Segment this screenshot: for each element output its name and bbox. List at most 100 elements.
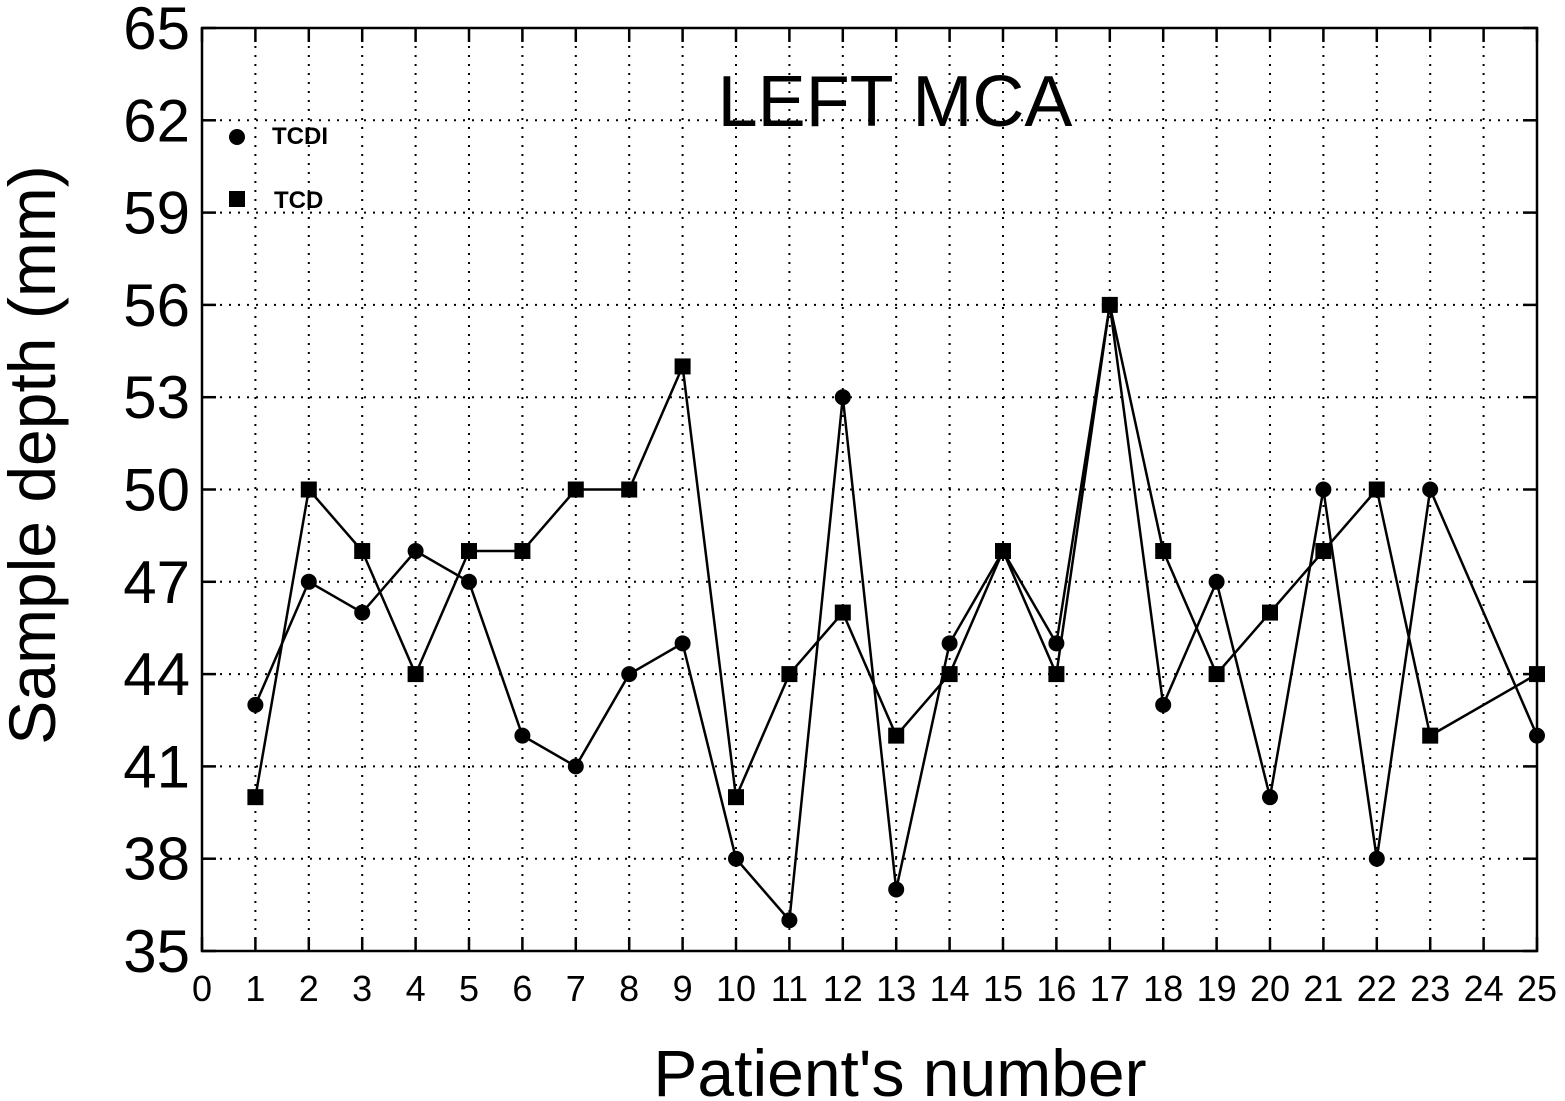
y-tick-label: 47 bbox=[123, 549, 190, 616]
data-point-tcdi bbox=[941, 635, 958, 652]
y-tick-label: 62 bbox=[123, 87, 190, 154]
legend-marker-tcd bbox=[229, 191, 245, 207]
data-point-tcd bbox=[354, 543, 371, 560]
data-point-tcd bbox=[888, 727, 905, 744]
data-point-tcdi bbox=[461, 573, 477, 590]
x-tick-label: 18 bbox=[1143, 968, 1183, 1009]
x-tick-label: 3 bbox=[352, 968, 372, 1009]
x-tick-label: 5 bbox=[459, 968, 479, 1009]
x-tick-label: 24 bbox=[1464, 968, 1504, 1009]
x-tick-label: 16 bbox=[1036, 968, 1076, 1009]
x-tick-label: 4 bbox=[406, 968, 426, 1009]
y-tick-labels: 35 38 41 44 47 50 53 56 59 62 65 bbox=[123, 0, 190, 985]
data-point-tcdi bbox=[1155, 696, 1172, 713]
x-axis-title: Patient's number bbox=[653, 1036, 1146, 1101]
y-tick-label: 59 bbox=[123, 180, 190, 247]
x-tick-label: 8 bbox=[619, 968, 639, 1009]
data-point-tcdi bbox=[300, 573, 317, 590]
data-point-tcdi bbox=[1048, 635, 1065, 652]
data-point-tcd bbox=[1048, 666, 1065, 683]
series-markers bbox=[247, 296, 1545, 929]
data-point-tcdi bbox=[1422, 481, 1439, 498]
x-tick-label: 17 bbox=[1090, 968, 1130, 1009]
y-tick-label: 50 bbox=[123, 457, 190, 524]
y-tick-label: 38 bbox=[123, 826, 190, 893]
data-point-tcd bbox=[674, 358, 691, 375]
data-point-tcdi bbox=[1368, 850, 1385, 867]
x-tick-label: 2 bbox=[299, 968, 319, 1009]
legend: TCDI TCD bbox=[229, 123, 328, 214]
x-tick-label: 12 bbox=[823, 968, 863, 1009]
data-point-tcd bbox=[1262, 604, 1278, 621]
x-tick-label: 21 bbox=[1303, 968, 1343, 1009]
data-point-tcd bbox=[1101, 296, 1118, 313]
x-tick-label: 6 bbox=[512, 968, 532, 1009]
series-line-tcd bbox=[254, 304, 1538, 802]
x-tick-label: 0 bbox=[192, 968, 212, 1009]
data-point-tcd bbox=[781, 666, 798, 683]
x-tick-label: 13 bbox=[876, 968, 916, 1009]
x-tick-label: 20 bbox=[1250, 968, 1290, 1009]
legend-label-tcdi: TCDI bbox=[272, 123, 328, 150]
x-tick-label: 14 bbox=[930, 968, 970, 1009]
data-point-tcd bbox=[728, 789, 744, 806]
x-tick-label: 11 bbox=[771, 968, 808, 1009]
x-tick-labels: 0 1 2 3 4 5 6 7 8 9 10 11 12 13 14 15 16 17 18 19 20 21 22 23 24… bbox=[192, 968, 1557, 1009]
data-point-tcd bbox=[1315, 543, 1332, 560]
data-point-tcd bbox=[407, 666, 424, 683]
data-point-tcd bbox=[247, 789, 264, 806]
data-point-tcd bbox=[514, 543, 531, 560]
x-tick-label: 23 bbox=[1410, 968, 1450, 1009]
data-point-tcdi bbox=[407, 543, 424, 560]
y-axis-title: Sample depth (mm) bbox=[0, 165, 69, 745]
data-point-tcd bbox=[941, 666, 958, 683]
y-tick-label: 56 bbox=[123, 272, 190, 339]
y-tick-label: 65 bbox=[123, 0, 190, 62]
y-tick-label: 53 bbox=[123, 364, 190, 431]
data-point-tcdi bbox=[354, 604, 371, 621]
data-point-tcdi bbox=[674, 635, 691, 652]
x-tick-label: 7 bbox=[566, 968, 586, 1009]
data-point-tcd bbox=[1368, 481, 1385, 498]
data-point-tcdi bbox=[781, 912, 798, 929]
x-tick-label: 15 bbox=[983, 968, 1023, 1009]
tick-layer bbox=[200, 26, 1539, 953]
data-point-tcdi bbox=[247, 696, 264, 713]
y-tick-label: 35 bbox=[123, 918, 190, 985]
data-point-tcd bbox=[995, 543, 1011, 560]
x-tick-label: 25 bbox=[1517, 968, 1557, 1009]
y-tick-label: 44 bbox=[123, 641, 190, 708]
series-line-tcdi bbox=[254, 304, 1539, 924]
data-point-tcd bbox=[461, 543, 477, 560]
x-tick-label: 10 bbox=[716, 968, 756, 1009]
data-point-tcdi bbox=[514, 727, 531, 744]
chart-title: LEFT MCA bbox=[718, 62, 1073, 142]
data-point-tcdi bbox=[1262, 789, 1278, 806]
data-point-tcdi bbox=[567, 758, 584, 775]
x-tick-label: 9 bbox=[673, 968, 693, 1009]
data-point-tcd bbox=[834, 604, 851, 621]
x-tick-label: 1 bbox=[245, 968, 265, 1009]
grid-layer bbox=[202, 28, 1537, 951]
legend-label-tcd: TCD bbox=[274, 187, 323, 214]
data-point-tcd bbox=[1155, 543, 1172, 560]
data-point-tcd bbox=[1208, 666, 1225, 683]
data-point-tcd bbox=[300, 481, 317, 498]
legend-marker-tcdi bbox=[229, 129, 245, 145]
data-point-tcd bbox=[621, 481, 638, 498]
data-point-tcdi bbox=[834, 389, 851, 406]
data-point-tcdi bbox=[1315, 481, 1332, 498]
y-tick-label: 41 bbox=[123, 733, 190, 800]
data-point-tcdi bbox=[621, 666, 638, 683]
data-point-tcdi bbox=[728, 850, 744, 867]
data-point-tcd bbox=[1529, 666, 1545, 683]
data-point-tcd bbox=[1422, 727, 1439, 744]
data-point-tcdi bbox=[1529, 727, 1545, 744]
x-tick-label: 19 bbox=[1197, 968, 1237, 1009]
x-tick-label: 22 bbox=[1357, 968, 1397, 1009]
data-point-tcd bbox=[567, 481, 584, 498]
data-point-tcdi bbox=[888, 881, 905, 898]
series-lines bbox=[254, 304, 1539, 924]
data-point-tcdi bbox=[1208, 573, 1225, 590]
